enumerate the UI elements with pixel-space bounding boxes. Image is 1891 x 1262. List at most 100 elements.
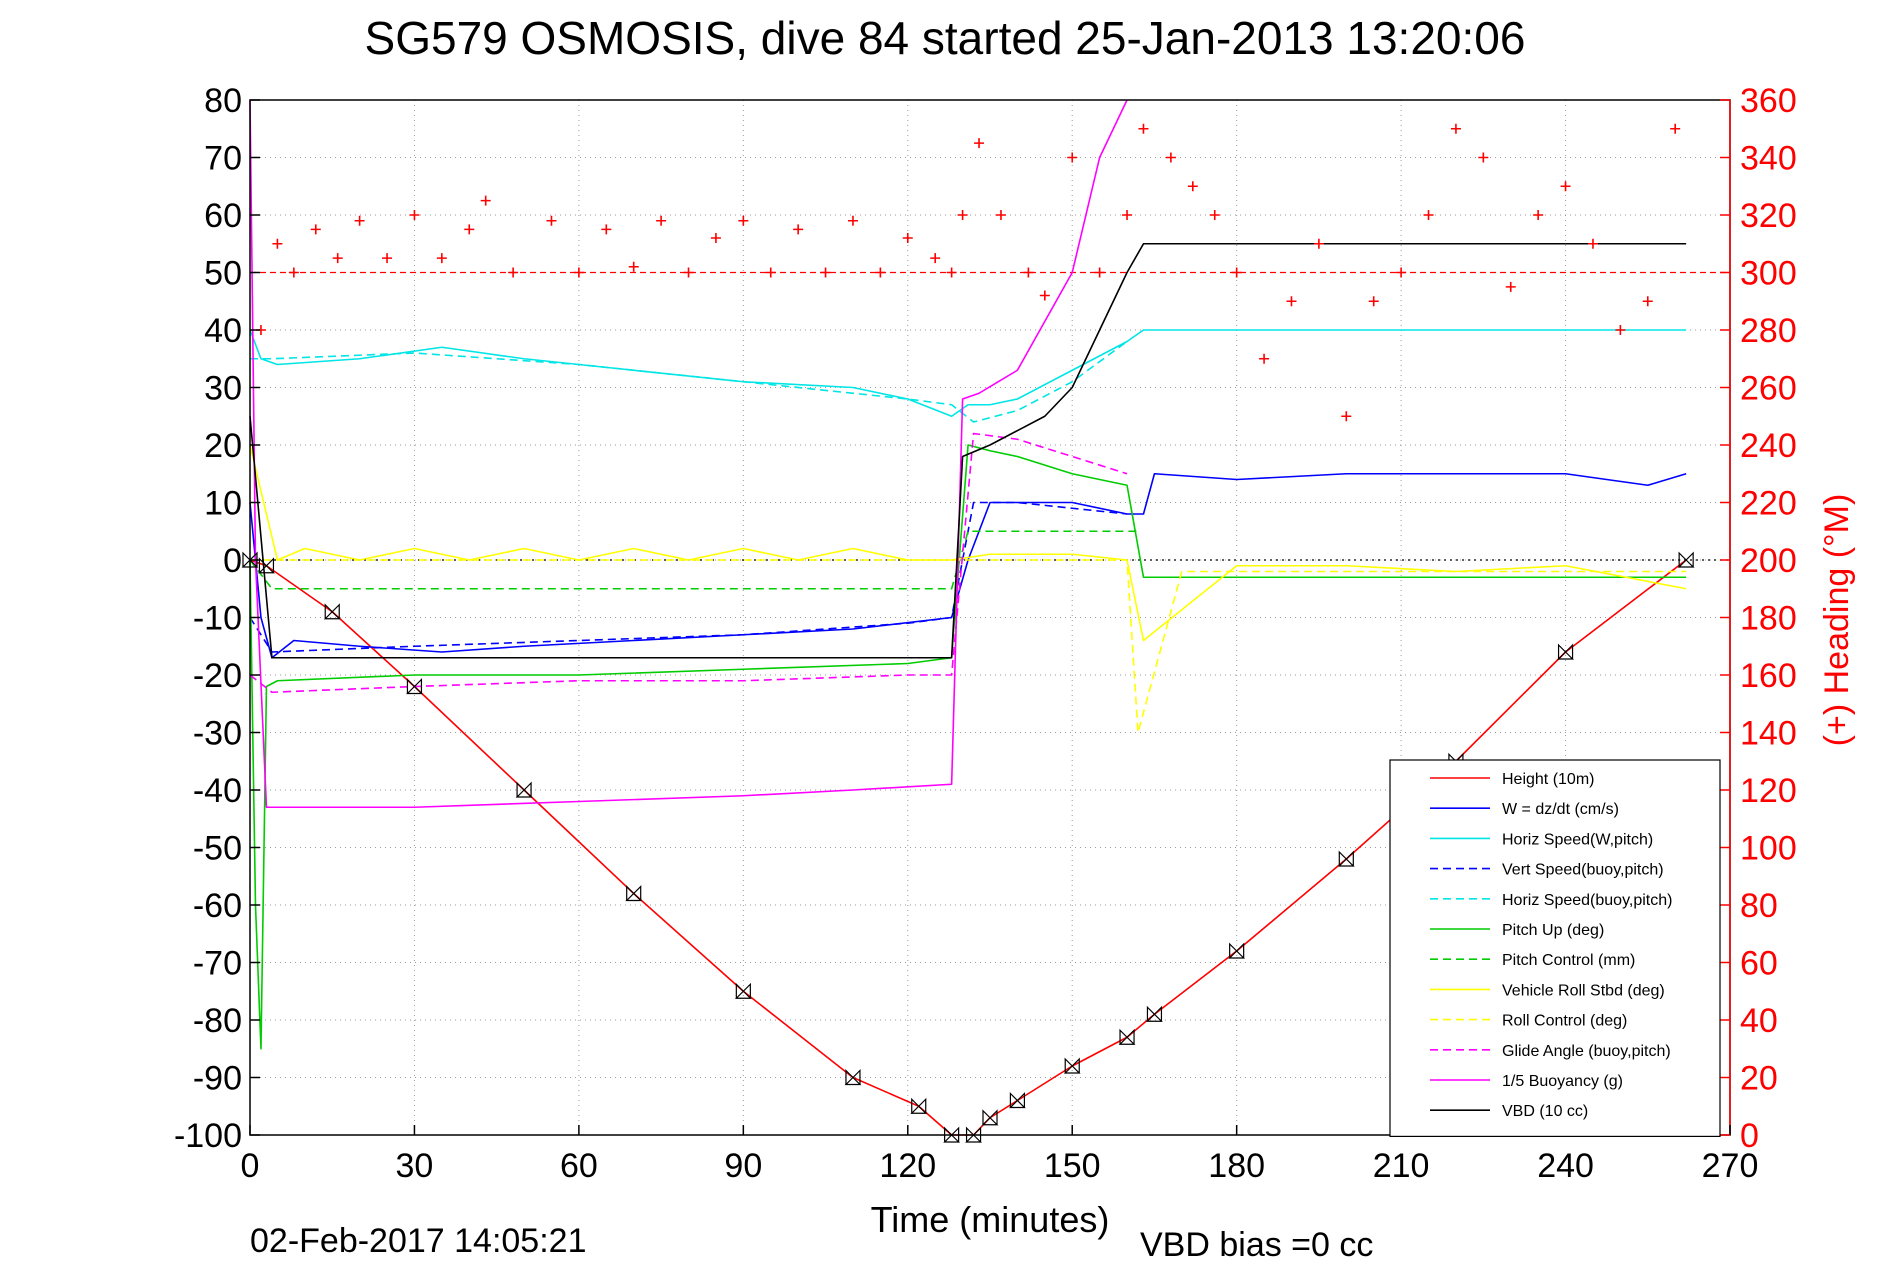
heading-point [382, 253, 393, 264]
depth-point-marker [1677, 551, 1695, 568]
x-tick-label: 90 [724, 1147, 762, 1185]
y-right-axis-ticks: 3603403203002802602402202001801601401201… [1720, 82, 1797, 1155]
series-layer [249, 99, 1687, 1136]
legend-item-label: 1/5 Buoyancy (g) [1502, 1073, 1623, 1090]
y-tick-label: -80 [193, 1002, 242, 1040]
series-11-line [249, 242, 1687, 659]
heading-point [1165, 152, 1176, 163]
series-10-line [249, 99, 1128, 809]
x-tick-label: 30 [396, 1147, 434, 1185]
legend-item-label: Vert Speed(buoy,pitch) [1502, 862, 1664, 879]
heading-point [656, 215, 667, 226]
heading-point [1138, 123, 1149, 134]
depth-point-marker [1008, 1092, 1026, 1109]
y-right-tick-label: 160 [1740, 657, 1797, 695]
heading-point [464, 224, 475, 235]
heading-point [1368, 296, 1379, 307]
heading-point [1094, 267, 1105, 278]
heading-point [902, 233, 913, 243]
heading-point [957, 210, 968, 220]
series-12-heading-markers [255, 123, 1681, 422]
heading-point [738, 215, 749, 226]
series-8-line [250, 559, 1687, 734]
depth-point-marker [625, 885, 643, 902]
y-tick-label: 80 [204, 82, 242, 120]
y-right-tick-label: 40 [1740, 1002, 1778, 1040]
y-right-tick-label: 260 [1740, 370, 1797, 408]
y-tick-label: -60 [193, 887, 242, 925]
depth-point-marker [323, 603, 341, 620]
heading-point [1313, 238, 1324, 249]
heading-point [793, 224, 804, 235]
y-tick-label: -40 [193, 772, 242, 810]
heading-point [508, 267, 519, 278]
y-right-tick-label: 240 [1740, 427, 1797, 465]
footer-date: 02-Feb-2017 14:05:21 [250, 1222, 586, 1260]
legend-item-label: VBD (10 cc) [1502, 1103, 1588, 1120]
depth-point-marker [1557, 643, 1575, 660]
x-tick-label: 270 [1702, 1147, 1759, 1185]
depth-point-marker [1145, 1005, 1163, 1022]
heading-point [310, 224, 321, 235]
heading-point [1039, 290, 1050, 301]
y-right-tick-label: 20 [1740, 1060, 1778, 1098]
heading-point [1231, 267, 1242, 278]
y-tick-label: 50 [204, 255, 242, 293]
depth-point-marker [910, 1097, 928, 1114]
depth-point-marker [1063, 1057, 1081, 1074]
heading-point [930, 253, 941, 264]
y-tick-label: 30 [204, 370, 242, 408]
series-2-line [249, 329, 1687, 418]
y-right-tick-label: 200 [1740, 542, 1797, 580]
series-5-line [249, 444, 1687, 1050]
y-tick-label: -30 [193, 715, 242, 753]
heading-point [1423, 210, 1434, 220]
x-tick-label: 150 [1044, 1147, 1101, 1185]
x-axis-ticks: 0 30 60 90 120 150 180 210 240 270 [241, 1125, 1759, 1185]
y-tick-label: 0 [223, 542, 242, 580]
reference-lines [250, 271, 1730, 561]
y-right-tick-label: 280 [1740, 312, 1797, 350]
depth-point-marker [1228, 942, 1246, 959]
heading-point [1615, 325, 1626, 335]
series-6-line [249, 530, 1138, 590]
heading-point [710, 233, 721, 243]
heading-point [1505, 281, 1516, 292]
depth-point-marker [734, 982, 752, 999]
legend-item-label: W = dz/dt (cm/s) [1502, 801, 1619, 818]
y-tick-label: -90 [193, 1060, 242, 1098]
footer-vbd-bias: VBD bias =0 cc [1140, 1226, 1373, 1262]
heading-point [601, 224, 612, 235]
y-right-tick-label: 320 [1740, 197, 1797, 235]
series-9-line [249, 432, 1128, 694]
y-axis-ticks: 80 70 60 50 40 30 20 10 0 -10 -20 -30 -40 -50 -60 -70 -8… [174, 82, 260, 1155]
heading-point [683, 267, 694, 278]
heading-point [1450, 123, 1461, 134]
y-tick-label: 10 [204, 485, 242, 523]
heading-point [1286, 296, 1297, 307]
heading-point [1187, 181, 1198, 192]
heading-point [272, 238, 283, 249]
legend-item-label: Horiz Speed(buoy,pitch) [1502, 892, 1672, 909]
heading-point [1209, 210, 1220, 220]
y-right-tick-label: 0 [1740, 1117, 1759, 1155]
heading-point [1122, 210, 1133, 220]
heading-point [573, 267, 584, 278]
chart-title: SG579 OSMOSIS, dive 84 started 25-Jan-20… [365, 12, 1526, 64]
x-tick-label: 120 [879, 1147, 936, 1185]
x-tick-label: 180 [1208, 1147, 1265, 1185]
depth-point-marker [1337, 850, 1355, 867]
heading-point [765, 267, 776, 278]
heading-point [480, 195, 491, 206]
heading-point [1067, 152, 1078, 163]
y-right-tick-label: 360 [1740, 82, 1797, 120]
heading-point [820, 267, 831, 278]
heading-point [946, 267, 957, 278]
heading-point [1587, 238, 1598, 249]
heading-point [1023, 267, 1034, 278]
y-right-tick-label: 80 [1740, 887, 1778, 925]
depth-point-marker [1118, 1028, 1136, 1045]
y-right-tick-label: 140 [1740, 715, 1797, 753]
x-tick-label: 60 [560, 1147, 598, 1185]
legend-item-label: Vehicle Roll Stbd (deg) [1502, 982, 1665, 999]
